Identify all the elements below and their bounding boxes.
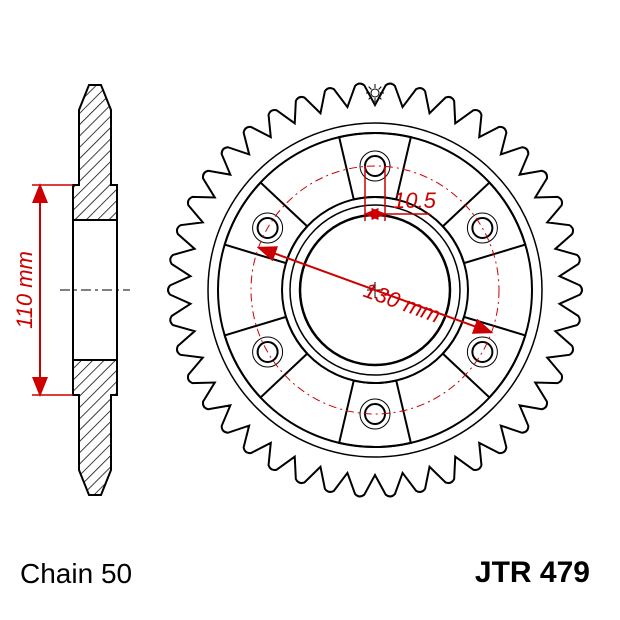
lightening-hole — [225, 133, 411, 263]
lightening-hole — [225, 317, 411, 447]
dim-bolt-circle-value: 130 mm — [360, 277, 443, 328]
bolt-hole — [472, 218, 492, 238]
dim-hub-height-value: 110 mm — [12, 251, 37, 329]
lightening-hole — [443, 183, 532, 398]
part-number-label: JTR 479 — [475, 556, 590, 590]
lightening-hole — [218, 183, 307, 398]
bolt-hole — [472, 342, 492, 362]
dim-bolt-hole-value: 10.5 — [393, 188, 437, 213]
chain-spec-label: Chain 50 — [20, 558, 132, 590]
